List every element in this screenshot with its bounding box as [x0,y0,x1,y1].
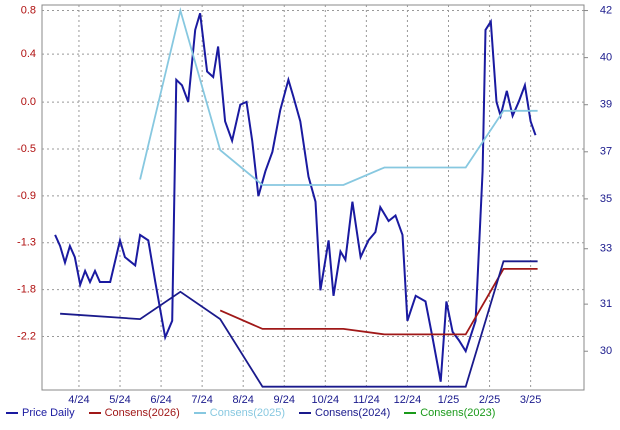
y-tick-label: 0.8 [21,4,36,16]
legend-label: Consens(2025) [209,407,286,419]
x-tick-label: 12/24 [394,394,422,405]
x-tick-label: 9/24 [274,394,295,405]
legend-swatch [404,412,417,414]
y-tick-label: 0.0 [21,96,36,108]
chart: 0.8 0.4 0.0 -0.5 -0.9 -1.3 -1.8 -2.2 42 40 39 37 35 3… [17,4,612,406]
y2-tick-label: 39 [600,99,612,111]
legend-label: Consens(2026) [104,407,180,419]
legend-swatch [6,412,18,414]
x-tick-label: 11/24 [353,394,380,405]
legend-item: Consens(2024) [299,407,390,419]
series-line [54,13,537,382]
legend-swatch [299,412,312,414]
y-tick-label: -2.2 [17,330,36,342]
x-tick-label: 6/24 [150,394,171,405]
y-tick-label: -0.9 [17,190,36,202]
y2-tick-label: 40 [600,52,612,64]
legend-swatch [193,412,206,414]
y2-tick-label: 33 [600,243,612,255]
y2-tick-label: 31 [600,298,612,310]
legend-item: Price Daily [6,407,75,419]
y-tick-label: 0.4 [21,48,36,60]
x-tick-label: 8/24 [232,394,253,405]
series-line [139,6,538,186]
legend-swatch [88,412,101,414]
plot-frame [41,4,585,391]
x-tick-label: 7/24 [191,394,212,405]
legend-item: Consens(2026) [88,407,180,419]
legend-label: Price Daily [22,407,75,419]
x-tick-label: 3/25 [520,394,541,405]
y2-tick-label: 30 [600,345,612,357]
legend-label: Consens(2023) [420,407,496,419]
y-tick-label: -1.3 [17,237,36,249]
y-tick-label: -0.5 [17,143,36,155]
y2-tick-label: 42 [600,4,612,16]
legend-label: Consens(2024) [315,407,391,419]
legend: Price Daily Consens(2026) Consens(2025) Con… [0,407,620,419]
y2-tick-label: 35 [600,193,612,205]
y-tick-label: -1.8 [17,284,36,296]
legend-item: Consens(2025) [193,407,286,419]
x-tick-label: 2/25 [479,394,500,405]
x-tick-label: 5/24 [109,394,130,405]
x-tick-label: 10/24 [312,394,340,405]
y2-tick-label: 37 [600,146,612,158]
x-tick-label: 1/25 [438,394,459,405]
series-line [219,268,538,336]
series-line [60,260,538,388]
legend-item: Consens(2023) [404,407,495,419]
x-tick-label: 4/24 [68,394,89,405]
